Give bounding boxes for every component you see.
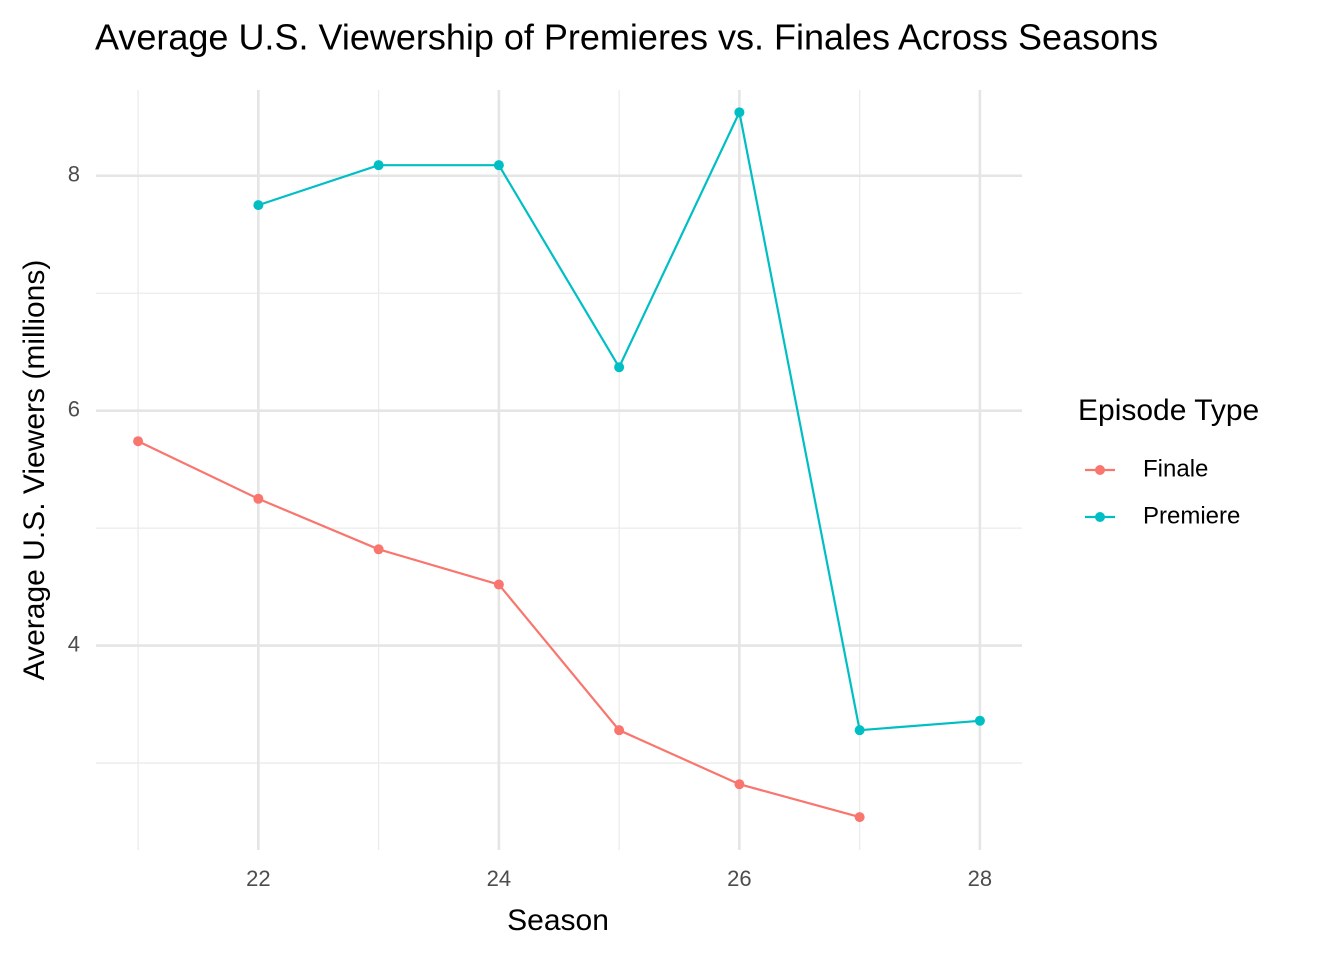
data-point xyxy=(734,107,745,118)
data-point xyxy=(974,715,985,726)
data-point xyxy=(493,579,504,590)
data-point xyxy=(253,200,264,211)
chart-title: Average U.S. Viewership of Premieres vs.… xyxy=(95,17,1158,58)
legend-key-point xyxy=(1095,512,1105,522)
y-axis-title: Average U.S. Viewers (millions) xyxy=(18,260,51,681)
x-axis-title: Season xyxy=(507,904,609,937)
data-point xyxy=(614,362,625,373)
x-tick-label: 26 xyxy=(727,866,751,891)
data-point xyxy=(373,160,384,171)
data-point xyxy=(734,779,745,790)
data-point xyxy=(854,725,865,736)
data-point xyxy=(373,544,384,555)
y-tick-label: 6 xyxy=(68,396,80,421)
data-point xyxy=(614,725,625,736)
legend-key-point xyxy=(1095,465,1105,475)
legend-label: Finale xyxy=(1143,455,1208,482)
legend-label: Premiere xyxy=(1143,502,1240,529)
y-tick-label: 4 xyxy=(68,631,80,656)
data-point xyxy=(854,812,865,823)
data-point xyxy=(133,436,144,447)
x-tick-label: 28 xyxy=(968,866,992,891)
data-point xyxy=(493,160,504,171)
y-tick-label: 8 xyxy=(68,162,80,187)
data-point xyxy=(253,493,264,504)
x-tick-label: 22 xyxy=(246,866,270,891)
legend-title: Episode Type xyxy=(1078,394,1259,427)
x-tick-label: 24 xyxy=(487,866,511,891)
